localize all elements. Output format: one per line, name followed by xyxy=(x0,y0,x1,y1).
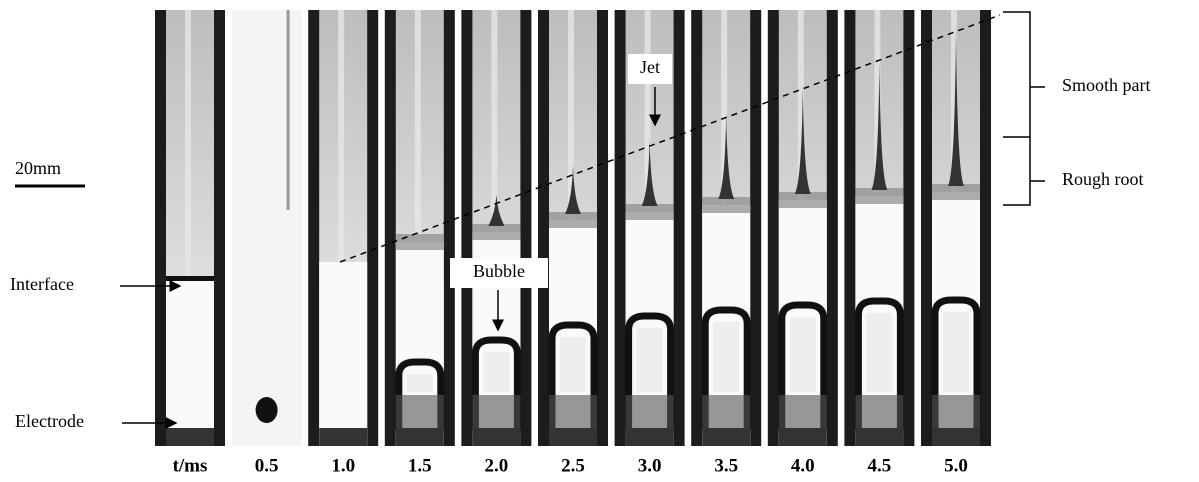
time-label: 2.5 xyxy=(561,455,585,476)
bubble-label: Bubble xyxy=(473,261,525,281)
bubble-inner xyxy=(636,328,663,392)
time-label: t/ms xyxy=(173,455,208,476)
frame-streak xyxy=(568,10,574,220)
bubble xyxy=(778,301,828,430)
bubble-inner xyxy=(866,313,893,392)
frame-streak xyxy=(338,10,345,262)
debris xyxy=(932,395,980,430)
frame-streak xyxy=(286,10,290,210)
bracket xyxy=(1003,11,1045,206)
frame xyxy=(691,10,762,446)
debris xyxy=(395,395,444,430)
electrode xyxy=(472,428,521,446)
rough-root xyxy=(702,197,751,213)
frame xyxy=(921,10,991,446)
time-label: 2.0 xyxy=(485,455,509,476)
rough-root xyxy=(855,188,904,204)
jet xyxy=(871,60,888,190)
frame xyxy=(231,10,302,446)
electrode xyxy=(702,428,751,446)
electrode-label: Electrode xyxy=(15,411,84,431)
time-label: 4.0 xyxy=(791,455,815,476)
frame xyxy=(461,10,532,446)
frame xyxy=(538,10,608,446)
frame xyxy=(308,10,379,446)
electrode xyxy=(855,428,904,446)
bubble-inner xyxy=(406,374,433,392)
frame-streak xyxy=(721,10,728,205)
bubble xyxy=(701,306,751,430)
bubble-inner xyxy=(713,322,740,392)
electrode xyxy=(625,428,674,446)
bubble xyxy=(625,312,675,430)
frame-streak xyxy=(491,10,498,232)
debris xyxy=(778,395,827,430)
jet xyxy=(565,165,581,214)
bubble xyxy=(931,296,981,430)
interface-label: Interface xyxy=(10,274,74,294)
frame-wall xyxy=(231,10,302,446)
debris xyxy=(549,395,597,430)
rough-root xyxy=(395,234,444,250)
jet-label: Jet xyxy=(640,57,660,77)
frame-streak xyxy=(951,10,957,192)
dashed-guide xyxy=(339,14,1001,263)
debris xyxy=(855,395,904,430)
bubble-inner xyxy=(483,352,510,392)
frame-streak xyxy=(874,10,881,196)
jet-label-box xyxy=(628,54,672,84)
smooth-part-label: Smooth part xyxy=(1062,75,1151,95)
time-label: 1.0 xyxy=(331,455,355,476)
electrode xyxy=(549,428,597,446)
debris xyxy=(472,395,521,430)
liquid xyxy=(319,262,368,446)
bubble-inner xyxy=(789,317,816,392)
bubble xyxy=(548,321,598,430)
frame-streak xyxy=(185,10,191,278)
jet xyxy=(794,85,811,194)
time-label: 5.0 xyxy=(944,455,968,476)
electrode xyxy=(319,428,368,446)
bubble xyxy=(471,336,521,430)
jet xyxy=(641,138,658,206)
jet xyxy=(488,195,505,226)
liquid xyxy=(166,278,214,446)
scale-bar-label: 20mm xyxy=(15,158,61,178)
electrode xyxy=(932,428,980,446)
frame-streak xyxy=(644,10,651,212)
debris xyxy=(702,395,751,430)
frame-strip: t/ms 0.5 1.0 1.5 2.0 2.5 3.0 3.5 4.0 4.5 5.0 xyxy=(155,10,991,476)
electrode xyxy=(166,428,214,446)
time-label: 3.5 xyxy=(714,455,738,476)
debris xyxy=(625,395,674,430)
jet xyxy=(948,22,964,186)
rough-root xyxy=(549,212,597,228)
electrode xyxy=(395,428,444,446)
rough-root xyxy=(932,184,980,200)
time-label: 0.5 xyxy=(255,455,279,476)
interface-line xyxy=(166,276,214,281)
time-label: 4.5 xyxy=(868,455,892,476)
frame-streak xyxy=(797,10,804,200)
rough-root-label: Rough root xyxy=(1062,169,1144,189)
rough-root xyxy=(625,204,674,220)
bubble-label-box xyxy=(450,258,548,288)
rough-root xyxy=(472,224,521,240)
bubble xyxy=(395,358,445,430)
electrode-blob xyxy=(255,397,278,423)
frame xyxy=(155,10,225,446)
jet xyxy=(718,112,735,199)
time-label: 1.5 xyxy=(408,455,432,476)
bubble-inner xyxy=(560,337,586,392)
rough-root xyxy=(778,192,827,208)
bubble xyxy=(854,297,904,430)
frame xyxy=(767,10,838,446)
time-label: 3.0 xyxy=(638,455,662,476)
frame xyxy=(384,10,455,446)
frame xyxy=(844,10,915,446)
electrode xyxy=(778,428,827,446)
bubble-inner xyxy=(943,312,969,392)
frame-streak xyxy=(414,10,421,242)
